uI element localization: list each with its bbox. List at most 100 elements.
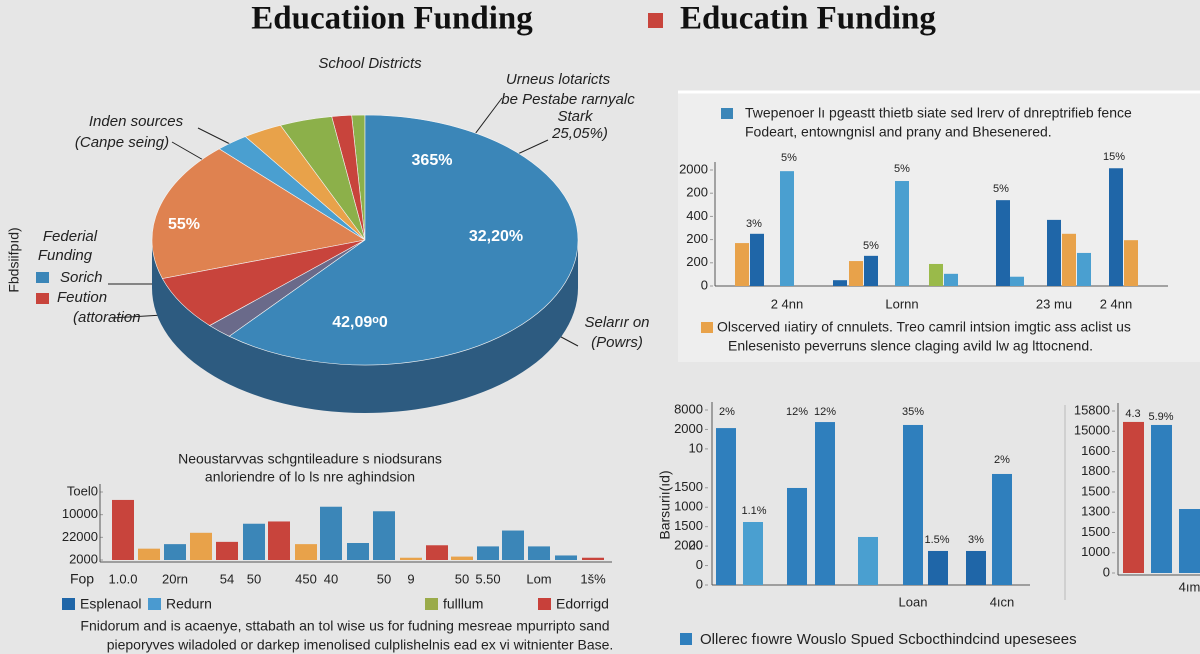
- y-tick-label: 1500: [1081, 483, 1110, 498]
- x-tick-label: 50: [247, 571, 261, 586]
- annotation: 365%: [412, 152, 453, 169]
- y-tick-label: 400: [686, 208, 708, 223]
- note-text: Fodeart, entowngnisl and prany and Bhese…: [745, 124, 1052, 140]
- bar: [716, 428, 736, 585]
- chart-title: Neoustarvvas schgntileadure s niodsurans: [178, 451, 442, 467]
- bar: [903, 424, 923, 585]
- x-tick-label: 1š%: [580, 571, 606, 586]
- bar: [1077, 252, 1091, 286]
- x-tick-label: Lornn: [885, 296, 918, 311]
- bar: [1151, 424, 1172, 573]
- bar: [477, 546, 499, 560]
- legend-swatch: [36, 293, 49, 304]
- bar: [1179, 509, 1200, 573]
- y-tick-label: 2000: [69, 551, 98, 566]
- pie-side: [152, 240, 578, 413]
- bar-annotation: 1.5%: [924, 534, 949, 546]
- bar: [347, 543, 369, 560]
- y-tick-label: 2000: [679, 161, 708, 176]
- bar: [243, 523, 265, 560]
- y-axis-label: Fbdsiifpıd): [6, 227, 22, 292]
- x-tick-label: 5.50: [475, 571, 500, 586]
- bar-annotation: 5%: [894, 163, 910, 175]
- bar: [451, 556, 473, 560]
- annotation: Urneus lotaricts: [506, 71, 611, 88]
- bar-annotation: 4.3: [1125, 408, 1140, 420]
- bar-annotation: 5%: [863, 240, 879, 252]
- bar: [864, 255, 878, 286]
- note-swatch: [701, 322, 713, 333]
- annotation: (Canpe seing): [75, 134, 169, 151]
- bar-annotation: 35%: [902, 406, 924, 418]
- bar: [1010, 276, 1024, 286]
- y-tick-label: 200: [686, 185, 708, 200]
- annotation: Federial: [43, 228, 98, 245]
- y-tick-label: 1600: [1081, 443, 1110, 458]
- bar-annotation: 3%: [746, 218, 762, 230]
- bar: [1062, 233, 1076, 286]
- title: Educatiion Funding: [251, 1, 533, 37]
- y-tick-label: 200: [686, 231, 708, 246]
- y-axis-label: Barsuriı(ıd): [657, 470, 673, 539]
- note-text: Olscerved ıiatiry of cnnulets. Treo camr…: [717, 319, 1131, 335]
- y-tick-label: 15000: [1074, 423, 1110, 438]
- note-text: Twepenoer lı pgeastt thietb siate sed lr…: [745, 105, 1132, 121]
- title: Educatin Funding: [680, 1, 936, 37]
- bar: [966, 550, 986, 585]
- bar: [787, 487, 807, 585]
- annotation: (Powrs): [591, 334, 643, 351]
- bar: [743, 522, 763, 585]
- bar-annotation: 2%: [719, 406, 735, 418]
- chart-title: anloriendre of lo ls nre aghindsion: [205, 469, 415, 485]
- legend-label: fulllum: [443, 596, 483, 612]
- bar: [400, 557, 422, 560]
- legend-swatch: [62, 598, 75, 610]
- bar: [1047, 219, 1061, 286]
- bar: [216, 541, 238, 560]
- note-swatch: [721, 108, 733, 119]
- bar-annotation: 5%: [993, 183, 1009, 195]
- bar: [735, 243, 749, 286]
- y-tick-label: 1800: [1081, 463, 1110, 478]
- y-tick-label: 1300: [1081, 504, 1110, 519]
- x-tick-label: 2 4nn: [1100, 296, 1133, 311]
- bar: [815, 422, 835, 585]
- bar: [750, 233, 764, 286]
- bar: [928, 550, 948, 585]
- y-tick-label: 22000: [62, 529, 98, 544]
- bar: [849, 261, 863, 286]
- legend-label: Sorich: [60, 269, 103, 286]
- bar: [996, 200, 1010, 286]
- x-tick-label: 1.0.0: [109, 571, 138, 586]
- y-tick-label: 2000: [674, 538, 703, 553]
- title-marker: [648, 13, 663, 28]
- bar: [295, 544, 317, 560]
- x-tick-label: Lom: [526, 571, 551, 586]
- y-tick-label: 2000: [674, 421, 703, 436]
- bar-annotation: 15%: [1103, 151, 1125, 163]
- x-tick-label: 450: [295, 571, 317, 586]
- footer-text: Fnidorum and is acaenye, sttabath an tol…: [80, 618, 609, 634]
- x-tick-label: 20rn: [162, 571, 188, 586]
- bar: [780, 171, 794, 286]
- annotation: Funding: [38, 247, 93, 264]
- bar: [858, 536, 878, 585]
- note-swatch: [680, 633, 692, 645]
- annotation: Stark: [557, 108, 594, 125]
- legend-label: Esplenaol: [80, 596, 142, 612]
- y-tick-label: 20: [689, 538, 703, 553]
- y-tick-label: 15800: [1074, 402, 1110, 417]
- bar: [1109, 168, 1123, 286]
- y-tick-label: 1000: [1081, 544, 1110, 559]
- note-text: Ollerec fıowre Wouslo Spued Scbocthindci…: [700, 631, 1077, 648]
- bar: [190, 532, 212, 560]
- bar: [1123, 421, 1144, 573]
- legend-label: Redurn: [166, 596, 212, 612]
- bar: [992, 473, 1012, 585]
- bar-annotation: 12%: [814, 406, 836, 418]
- bar-annotation: 3%: [968, 534, 984, 546]
- legend-label: Edorrigd: [556, 596, 609, 612]
- bar: [426, 545, 448, 560]
- bar: [268, 521, 290, 560]
- y-tick-label: 8000: [674, 401, 703, 416]
